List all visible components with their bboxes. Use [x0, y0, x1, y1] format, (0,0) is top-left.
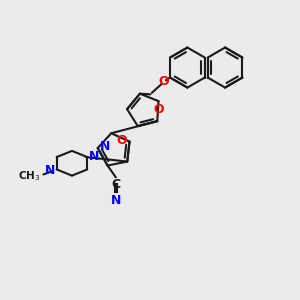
Text: CH$_3$: CH$_3$ — [18, 169, 40, 183]
Text: C: C — [111, 178, 120, 191]
Text: O: O — [158, 76, 169, 88]
Text: N: N — [111, 194, 121, 207]
Text: N: N — [100, 140, 110, 153]
Text: N: N — [89, 150, 99, 163]
Text: O: O — [154, 103, 164, 116]
Text: O: O — [117, 134, 127, 147]
Text: N: N — [45, 164, 55, 176]
